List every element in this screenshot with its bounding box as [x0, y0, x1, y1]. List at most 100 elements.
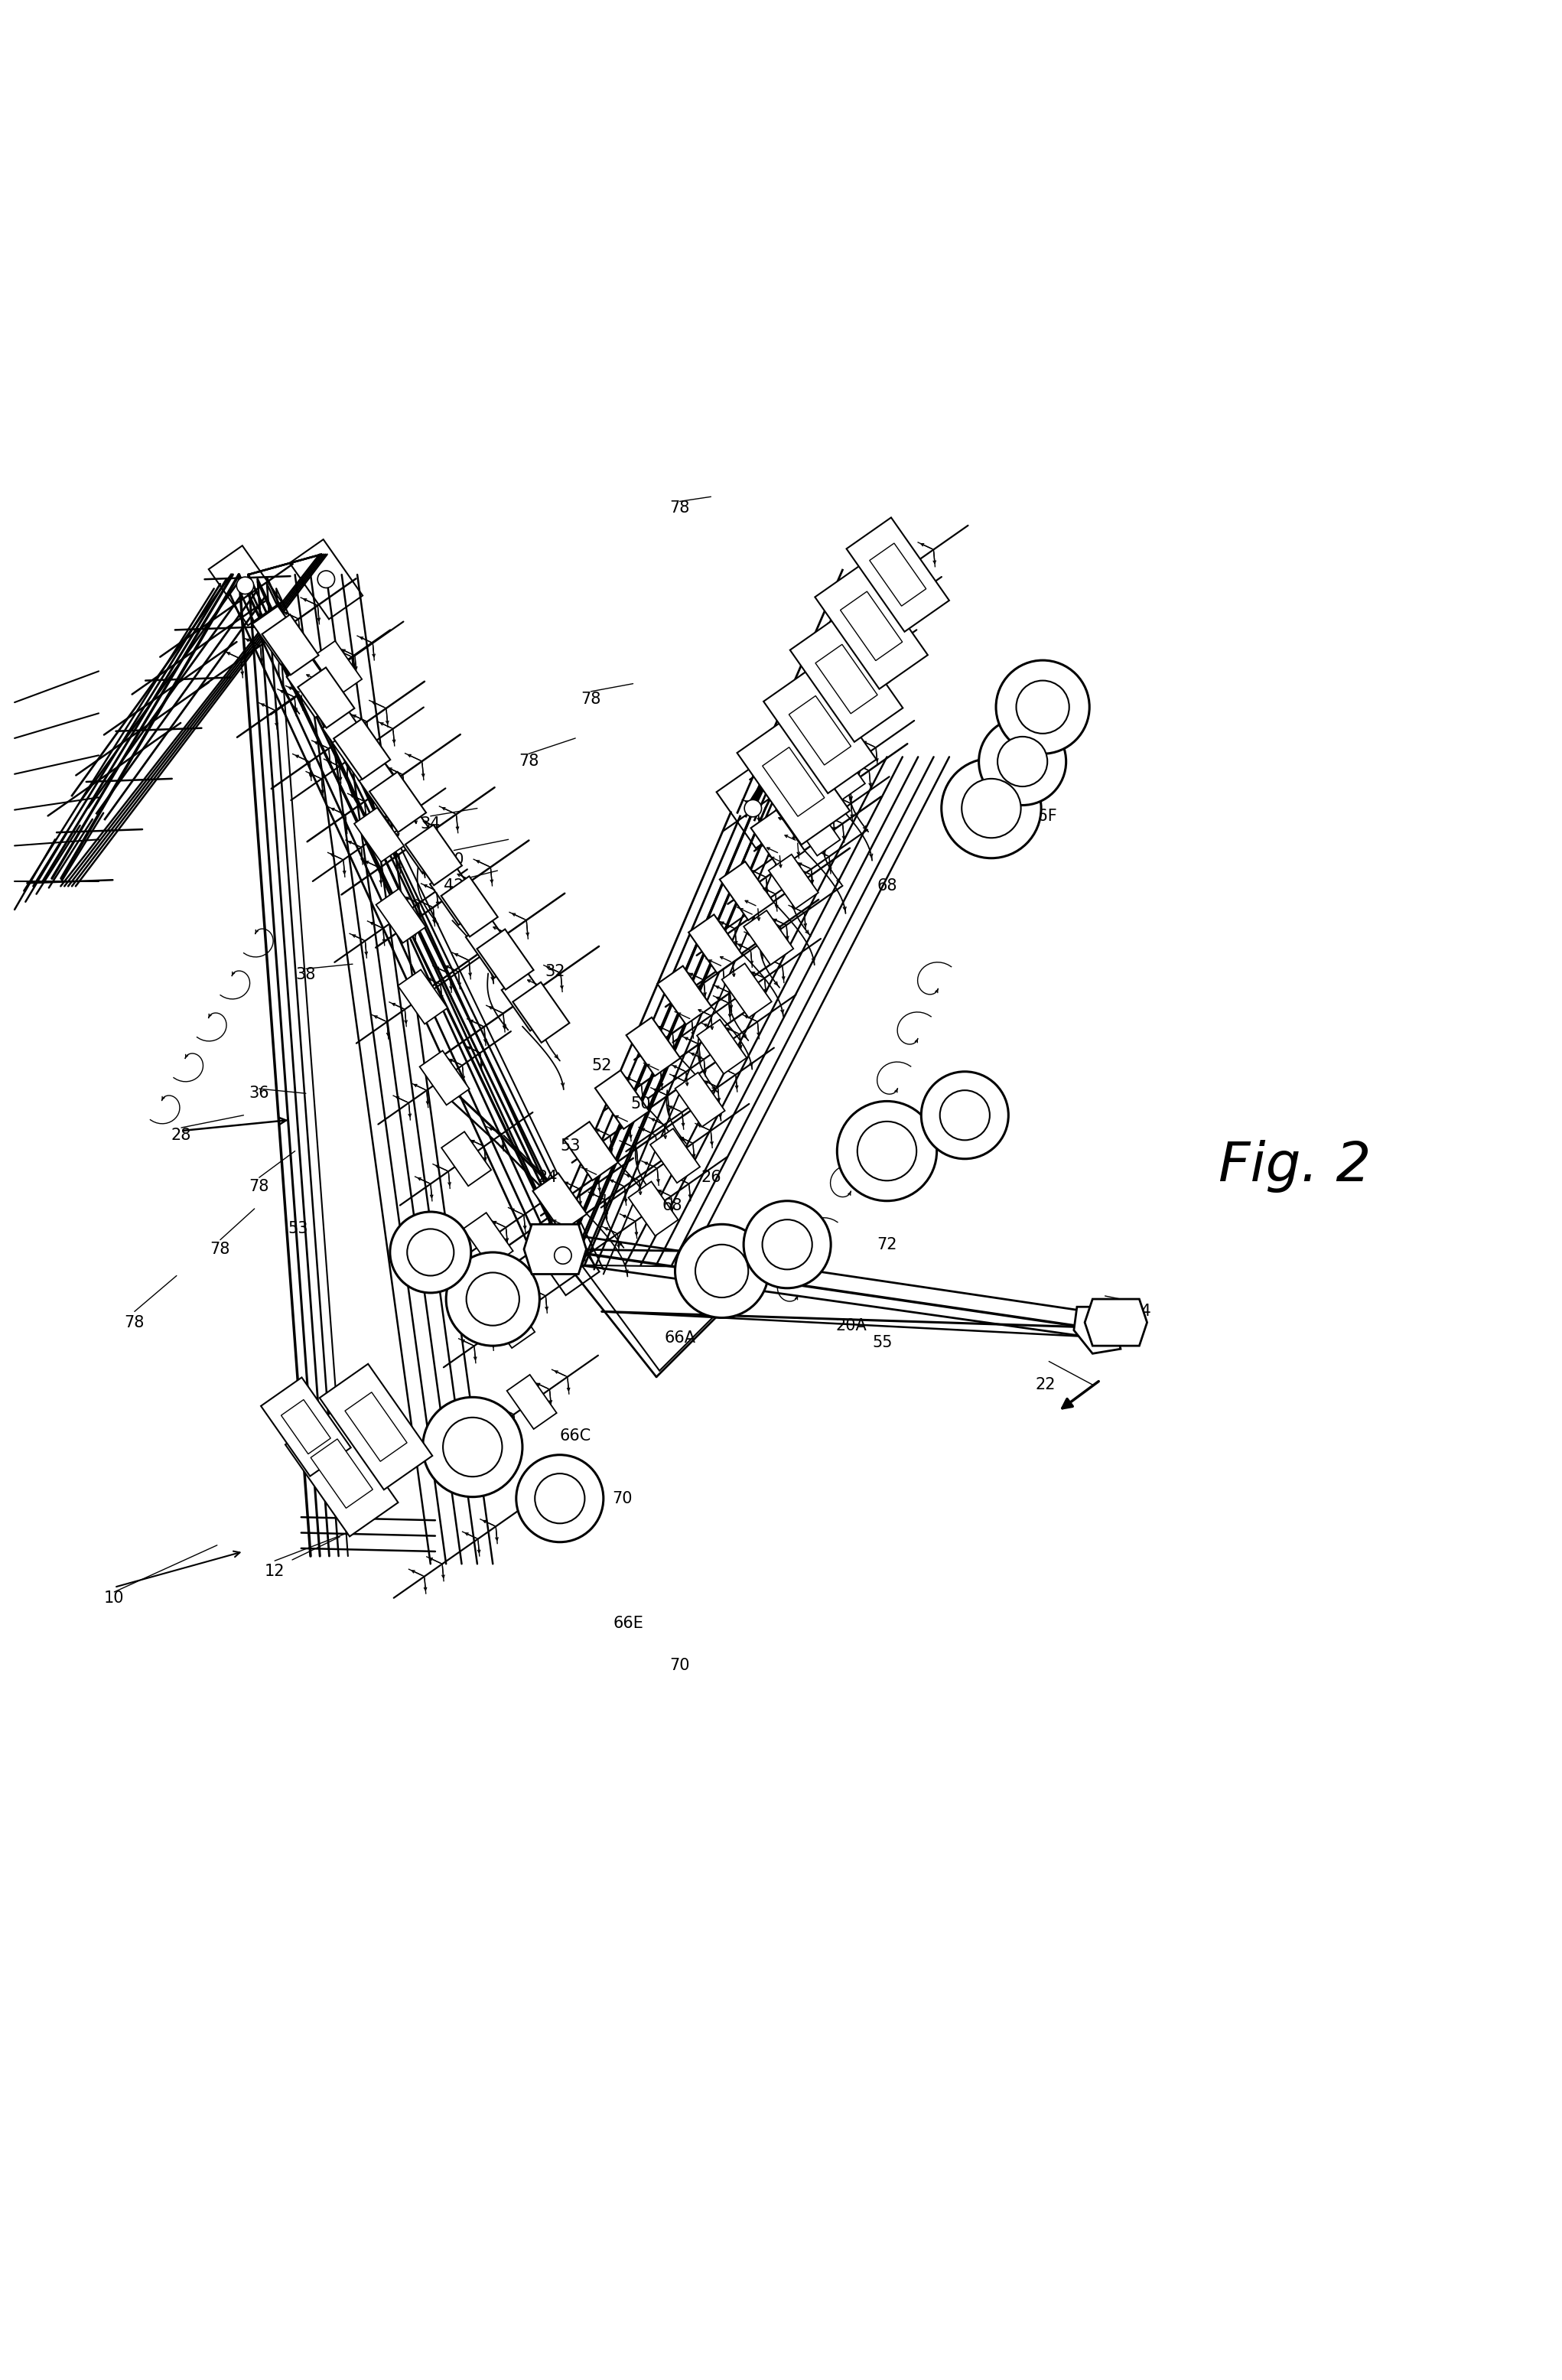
Circle shape [942, 759, 1042, 859]
Text: 30: 30 [444, 852, 464, 866]
Text: 28: 28 [172, 1128, 192, 1142]
Polygon shape [1073, 1307, 1120, 1354]
Bar [650, 1128, 700, 1183]
Text: 124: 124 [1122, 1304, 1151, 1319]
Circle shape [390, 1211, 472, 1292]
Bar [440, 876, 498, 938]
Bar [751, 809, 804, 869]
Text: 78: 78 [670, 500, 690, 516]
Text: 38: 38 [295, 966, 316, 983]
Bar [303, 676, 348, 719]
Bar [628, 1180, 678, 1235]
Bar [320, 1364, 433, 1490]
Bar [394, 814, 448, 873]
Bar [311, 1440, 373, 1509]
Text: 72: 72 [876, 1238, 897, 1252]
Bar [442, 1130, 490, 1185]
Bar [253, 607, 306, 664]
Bar [355, 807, 405, 862]
Circle shape [940, 1090, 990, 1140]
Bar [519, 990, 564, 1035]
Bar [483, 938, 528, 981]
Text: 12: 12 [264, 1564, 284, 1580]
Text: 53: 53 [287, 1221, 308, 1238]
Text: 68: 68 [876, 878, 897, 895]
Text: 70: 70 [612, 1490, 633, 1507]
Text: 78: 78 [248, 1178, 269, 1195]
Text: 70: 70 [775, 1233, 793, 1247]
Circle shape [962, 778, 1022, 838]
Circle shape [447, 1252, 539, 1345]
Circle shape [467, 1273, 519, 1326]
Circle shape [675, 1223, 769, 1319]
Bar [564, 1121, 619, 1180]
Circle shape [837, 1102, 937, 1202]
Bar [790, 802, 840, 857]
Circle shape [762, 1219, 812, 1269]
Circle shape [997, 659, 1089, 754]
Text: 42: 42 [444, 878, 464, 895]
Text: 66D: 66D [990, 840, 1023, 854]
Bar [281, 1399, 331, 1454]
Bar [334, 719, 390, 778]
Text: 70: 70 [942, 1128, 962, 1142]
Bar [267, 624, 312, 666]
Text: 53: 53 [561, 1138, 581, 1154]
Text: 78: 78 [211, 1242, 230, 1257]
Text: 78: 78 [581, 693, 601, 707]
Text: 32: 32 [545, 964, 565, 981]
Circle shape [998, 738, 1048, 785]
Text: 20A: 20A [836, 1319, 867, 1333]
Bar [762, 747, 825, 816]
Text: 70: 70 [1032, 762, 1053, 776]
Polygon shape [1084, 1299, 1147, 1345]
Bar [312, 640, 362, 695]
Bar [840, 590, 903, 662]
Bar [420, 1050, 470, 1104]
Bar [737, 719, 850, 845]
Text: 68: 68 [887, 628, 908, 645]
Circle shape [534, 1473, 584, 1523]
Bar [322, 709, 376, 769]
Bar [626, 1016, 681, 1076]
Text: 36: 36 [248, 1085, 269, 1102]
Circle shape [695, 1245, 748, 1297]
Text: 55: 55 [872, 1335, 892, 1349]
Text: 34: 34 [420, 816, 440, 831]
Bar [769, 854, 818, 909]
Circle shape [423, 1397, 522, 1497]
Bar [815, 645, 878, 714]
Bar [720, 862, 773, 921]
Text: 26: 26 [701, 1171, 722, 1185]
Text: 68: 68 [389, 1449, 409, 1466]
Circle shape [236, 576, 253, 595]
Bar [764, 666, 876, 793]
Text: 66B: 66B [872, 1121, 903, 1135]
Circle shape [444, 1418, 501, 1476]
Bar [447, 885, 492, 928]
Text: 66E: 66E [614, 1616, 644, 1630]
Bar [286, 1411, 398, 1537]
Circle shape [515, 1454, 603, 1542]
Bar [717, 769, 789, 847]
Bar [430, 866, 484, 926]
Bar [722, 964, 772, 1019]
Text: 20: 20 [775, 1254, 793, 1269]
Bar [658, 966, 711, 1026]
Bar [809, 709, 862, 769]
Bar [870, 543, 926, 607]
Circle shape [408, 1228, 455, 1276]
Bar [262, 614, 319, 676]
Bar [675, 1073, 725, 1126]
Text: 66C: 66C [559, 1428, 590, 1445]
Text: 50: 50 [631, 1097, 651, 1111]
Bar [370, 771, 426, 833]
Circle shape [1017, 681, 1068, 733]
Text: 66F: 66F [1028, 809, 1057, 823]
Text: 78: 78 [519, 754, 539, 769]
Bar [689, 914, 742, 973]
Circle shape [858, 1121, 917, 1180]
Text: 10: 10 [105, 1590, 125, 1606]
Bar [815, 564, 928, 688]
Bar [465, 919, 520, 978]
